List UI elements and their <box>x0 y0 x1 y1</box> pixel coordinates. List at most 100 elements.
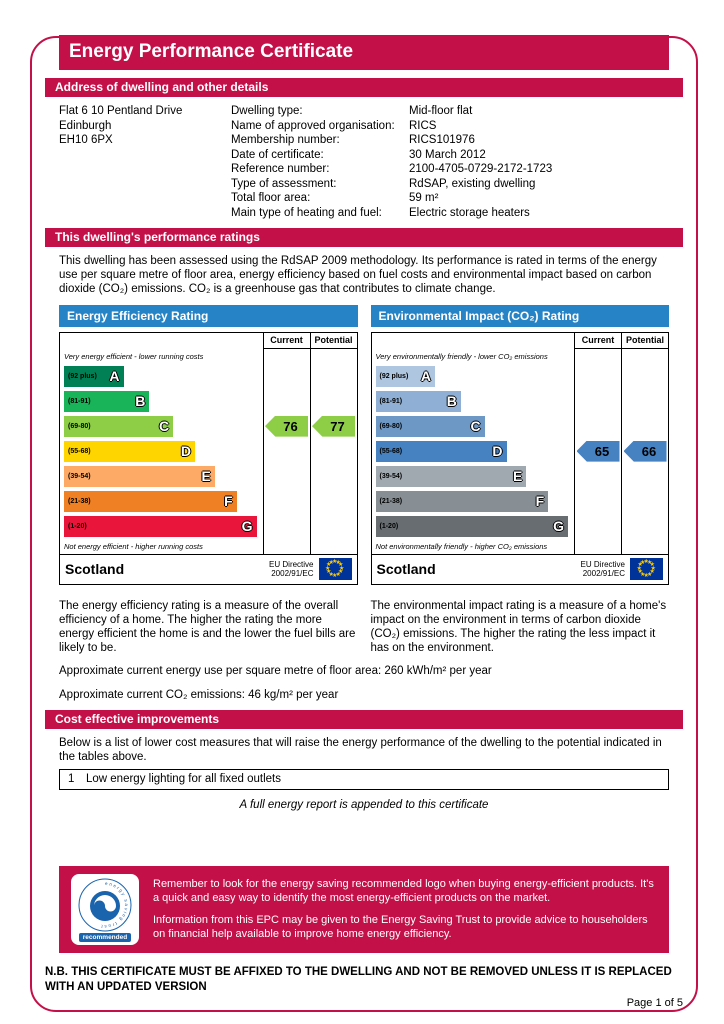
band-letter: E <box>513 468 523 485</box>
band-bar: (21-38) F <box>375 490 549 512</box>
band-bar: (92 plus) A <box>375 365 436 387</box>
band-letter: A <box>109 368 120 385</box>
eu-star-icon: ★ <box>325 569 332 576</box>
value-slot <box>575 489 621 514</box>
band-bar: (39-54) E <box>375 465 527 487</box>
eu-star-icon: ★ <box>332 572 338 579</box>
improvements-intro: Below is a list of lower cost measures t… <box>59 736 662 764</box>
environment-rating-description: The environmental impact rating is a mea… <box>370 599 667 655</box>
detail-label: Date of certificate: <box>231 148 324 161</box>
eu-directive-label: EU Directive 2002/91/EC <box>269 560 313 578</box>
directive-line-1: EU Directive <box>269 559 314 569</box>
rating-band-d: (55-68) D <box>60 439 263 464</box>
chart-descriptions-row: The energy efficiency rating is a measur… <box>59 593 669 656</box>
address-line-2: Edinburgh <box>59 119 112 132</box>
eu-star-icon: ★ <box>339 565 345 572</box>
rating-band-g: (1-20) G <box>372 514 575 539</box>
detail-value: 2100-4705-0729-2172-1723 <box>409 163 553 175</box>
eu-star-icon: ★ <box>640 559 646 566</box>
address-block: Flat 6 10 Pentland Drive Edinburgh EH10 … <box>59 104 669 220</box>
banner-text: Remember to look for the energy saving r… <box>153 878 657 941</box>
eu-star-icon: ★ <box>643 558 649 565</box>
value-slot <box>575 364 621 389</box>
page-content: Energy Performance Certificate Address o… <box>32 35 696 1010</box>
detail-label: Total floor area: <box>231 192 311 204</box>
value-column-spacer <box>575 349 621 364</box>
band-letter: B <box>446 393 457 410</box>
rating-bands-area: Very environmentally friendly - lower CO… <box>372 349 575 554</box>
band-range-label: (21-38) <box>68 497 91 505</box>
band-range-label: (55-68) <box>68 447 91 455</box>
page-number: Page 1 of 5 <box>626 997 683 1010</box>
eu-star-icon: ★ <box>332 558 338 565</box>
value-slot <box>622 489 668 514</box>
eu-star-icon: ★ <box>647 571 653 578</box>
chart-corner-spacer <box>60 333 263 349</box>
rating-band-c: (69-80) C <box>60 414 263 439</box>
chart-footer: Scotland EU Directive 2002/91/EC ★ ★ ★ ★ ★ ★ ★… <box>60 553 357 584</box>
band-letter: G <box>241 518 253 535</box>
energy-efficiency-rating-chart: Energy Efficiency Rating Current Potenti… <box>59 304 358 585</box>
band-letter: G <box>553 518 565 535</box>
eu-star-icon: ★ <box>637 569 643 576</box>
band-range-label: (39-54) <box>68 472 91 480</box>
value-slot <box>311 464 357 489</box>
band-range-label: (69-80) <box>379 422 403 430</box>
chart-title: Energy Efficiency Rating <box>59 304 358 327</box>
improvement-number: 1 <box>68 773 75 786</box>
top-note: Very environmentally friendly - lower CO… <box>375 351 548 361</box>
value-slot <box>622 364 668 389</box>
value-slot <box>575 389 621 414</box>
rating-band-d: (55-68) D <box>372 439 575 464</box>
eu-star-icon: ★ <box>650 565 656 572</box>
bottom-note: Not energy efficient - higher running co… <box>64 541 203 551</box>
band-letter: C <box>470 418 481 435</box>
band-range-label: (39-54) <box>379 472 403 480</box>
banner-paragraph-1: Remember to look for the energy saving r… <box>153 878 654 904</box>
value-slot <box>575 414 621 439</box>
potential-rating-arrow: 77 <box>312 415 355 437</box>
value-slot <box>311 364 357 389</box>
eu-star-icon: ★ <box>647 559 653 566</box>
dwelling-address: Flat 6 10 Pentland Drive Edinburgh EH10 … <box>59 104 231 220</box>
eu-star-icon: ★ <box>338 562 344 569</box>
band-letter: B <box>135 393 146 410</box>
eu-star-icon: ★ <box>328 559 334 566</box>
band-letter: F <box>224 493 233 510</box>
band-bar: (81-91) B <box>375 390 461 412</box>
value-slot: 77 <box>311 414 357 439</box>
band-bar: (21-38) F <box>64 490 237 512</box>
band-letter: F <box>535 493 545 510</box>
potential-column-header: Potential <box>621 332 668 349</box>
potential-value-column: 77 <box>309 348 357 554</box>
band-range-label: (55-68) <box>379 447 403 455</box>
energy-saving-trust-banner: energy saving trust recommended Remember… <box>59 866 669 954</box>
detail-value: RdSAP, existing dwelling <box>409 177 536 190</box>
region-label: Scotland <box>65 561 125 578</box>
value-column-spacer <box>264 349 310 364</box>
detail-label: Main type of heating and fuel: <box>231 206 382 219</box>
section-header-improvements: Cost effective improvements <box>45 709 683 729</box>
band-bar: (55-68) D <box>64 440 195 462</box>
value-slot <box>575 464 621 489</box>
band-range-label: (69-80) <box>68 422 91 430</box>
detail-value: Mid-floor flat <box>409 105 473 117</box>
rating-band-a: (92 plus) A <box>372 364 575 389</box>
detail-label: Membership number: <box>231 134 340 146</box>
eu-star-icon: ★ <box>325 565 331 572</box>
band-bar: (1-20) G <box>64 515 257 537</box>
value-slot: 76 <box>264 414 310 439</box>
eu-star-icon: ★ <box>335 571 341 578</box>
potential-value-column: 66 <box>621 348 668 554</box>
eu-star-icon: ★ <box>335 559 341 566</box>
chart-title: Environmental Impact (CO₂) Rating <box>370 304 669 327</box>
energy-use-line: Approximate current energy use per squar… <box>59 665 492 678</box>
detail-value: 30 March 2012 <box>409 148 486 161</box>
rating-bands: (92 plus) A (81-91) B (69-80) C (55-68) D (39-54… <box>60 364 263 539</box>
rating-band-e: (39-54) E <box>60 464 263 489</box>
rating-bands: (92 plus) A (81-91) B (69-80) C (55-68) D (39-54… <box>372 364 575 539</box>
est-recommended-label: recommended <box>78 933 132 943</box>
detail-value: 59 m² <box>409 192 439 204</box>
dwelling-details-table: Dwelling type: Mid-floor flat Name of appr… <box>231 104 669 220</box>
detail-value: RICS101976 <box>409 134 475 146</box>
